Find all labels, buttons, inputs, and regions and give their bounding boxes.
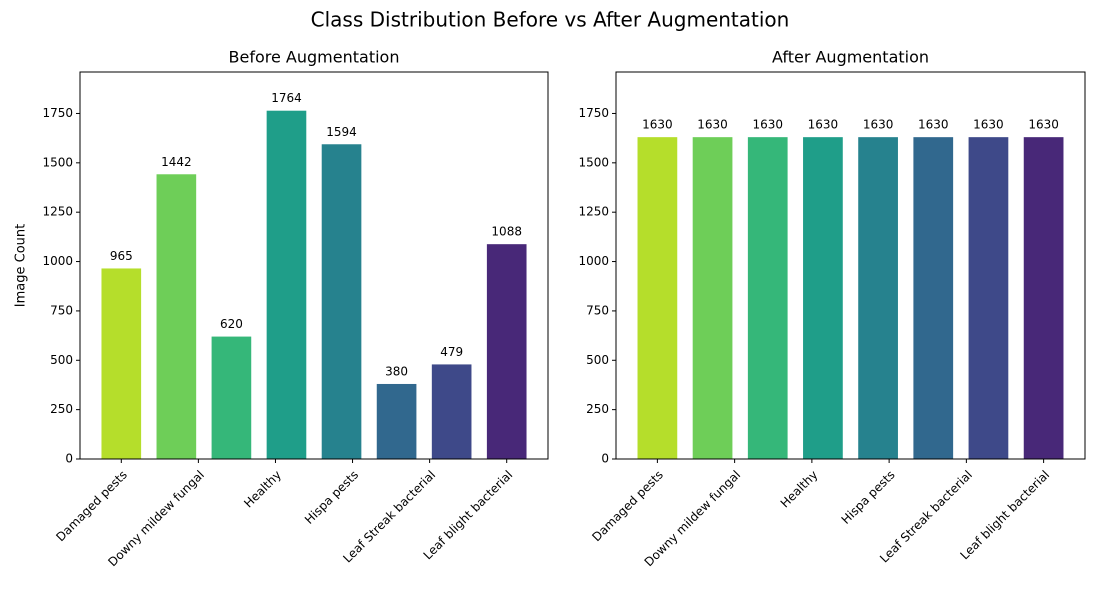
plot-frame <box>615 71 1086 460</box>
bar <box>692 137 733 460</box>
y-tick-label: 1250 <box>42 205 73 219</box>
y-tick-label: 750 <box>50 303 73 317</box>
y-tick-label: 0 <box>601 452 609 466</box>
value-label: 1630 <box>752 118 783 132</box>
y-tick-label: 1000 <box>42 254 73 268</box>
bar <box>486 244 527 459</box>
bar <box>913 137 954 460</box>
value-label: 1442 <box>161 155 192 169</box>
chart-title: After Augmentation <box>772 48 929 67</box>
bar <box>211 336 252 459</box>
y-axis-label: Image Count <box>14 224 29 307</box>
value-label: 1764 <box>271 91 302 105</box>
bar <box>747 137 788 460</box>
bar <box>431 364 472 459</box>
bar <box>266 110 307 459</box>
value-label: 380 <box>385 364 408 378</box>
value-label: 1594 <box>326 125 357 139</box>
bar <box>376 383 417 459</box>
value-label: 1630 <box>1028 118 1059 132</box>
bar <box>803 137 843 460</box>
y-tick-label: 1500 <box>42 155 73 169</box>
y-tick-label: 1750 <box>578 106 609 120</box>
y-tick-label: 1250 <box>578 205 609 219</box>
bar <box>637 137 678 460</box>
bar <box>156 174 197 459</box>
y-tick-label: 250 <box>50 402 73 416</box>
y-tick-label: 1500 <box>578 155 609 169</box>
bar <box>968 137 1009 460</box>
y-tick-label: 500 <box>586 353 609 367</box>
value-label: 1630 <box>918 118 949 132</box>
y-tick-label: 750 <box>586 303 609 317</box>
bar <box>101 268 142 459</box>
value-label: 1630 <box>808 118 839 132</box>
value-label: 1630 <box>697 118 728 132</box>
value-label: 1630 <box>973 118 1004 132</box>
plot-frame <box>79 71 549 460</box>
value-label: 1630 <box>642 118 673 132</box>
value-label: 1630 <box>863 118 894 132</box>
value-label: 1088 <box>491 225 522 239</box>
y-tick-label: 1000 <box>578 254 609 268</box>
value-label: 479 <box>440 345 463 359</box>
bar <box>858 137 898 460</box>
value-label: 620 <box>220 317 243 331</box>
value-label: 965 <box>110 249 133 263</box>
y-tick-label: 1750 <box>42 106 73 120</box>
chart-title: Before Augmentation <box>229 48 400 67</box>
y-tick-label: 500 <box>50 353 73 367</box>
bar <box>1023 137 1064 460</box>
y-tick-label: 0 <box>65 452 73 466</box>
y-tick-label: 250 <box>586 402 609 416</box>
bar <box>321 144 362 459</box>
figure-title: Class Distribution Before vs After Augme… <box>311 8 790 32</box>
